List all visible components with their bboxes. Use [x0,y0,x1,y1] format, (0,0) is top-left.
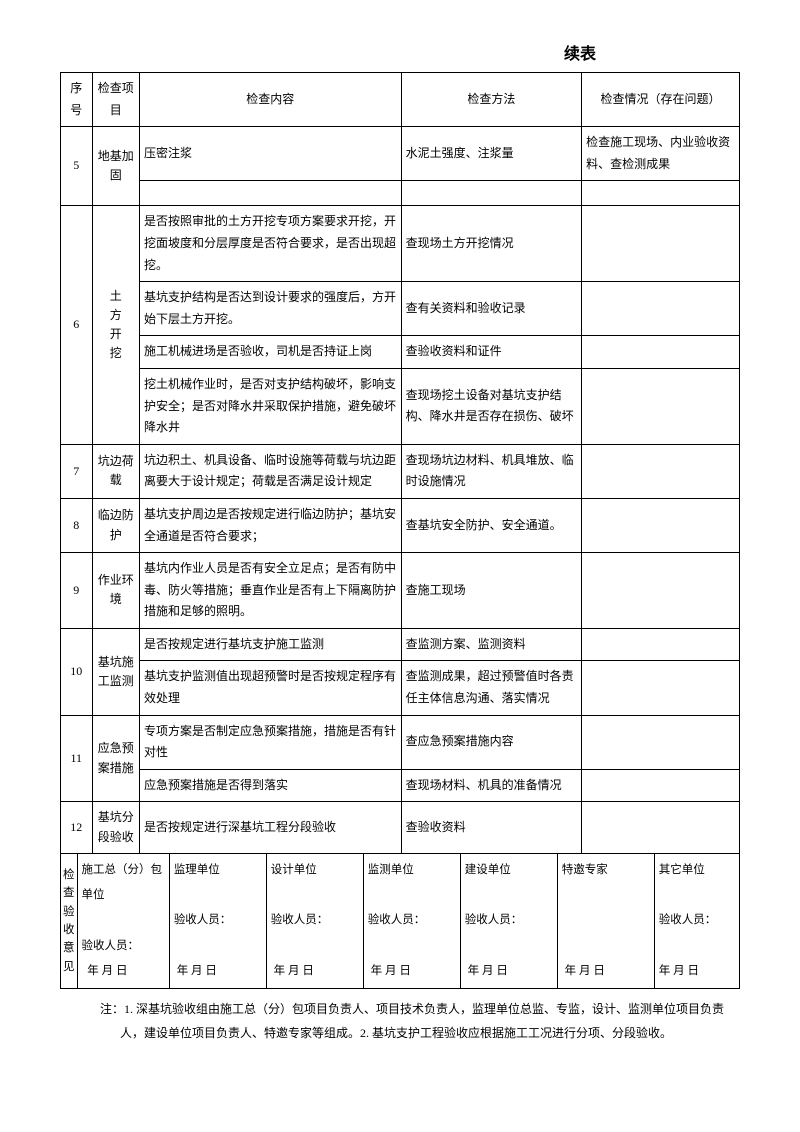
cell-item: 地基加固 [92,127,139,206]
cell-situation [582,553,740,629]
cell-situation [582,715,740,769]
table-row: 6 土方开挖 是否按照审批的土方开挖专项方案要求开挖，开挖面坡度和分层厚度是否符… [61,206,740,282]
cell-method: 查现场材料、机具的准备情况 [401,769,581,802]
cell-content: 坑边积土、机具设备、临时设施等荷载与坑边距离要大于设计规定；荷载是否满足设计规定 [139,444,401,498]
cell-content: 是否按照审批的土方开挖专项方案要求开挖，开挖面坡度和分层厚度是否符合要求，是否出… [139,206,401,282]
cell-content: 挖土机械作业时，是否对支护结构破坏，影响支护安全；是否对降水井采取保护措施，避免… [139,368,401,444]
cell-method: 查验收资料 [401,802,581,853]
cell-seq: 5 [61,127,93,206]
cell-situation: 检查施工现场、内业验收资料、查检测成果 [582,127,740,181]
table-row: 基坑支护结构是否达到设计要求的强度后，方开始下层土方开挖。 查有关资料和验收记录 [61,282,740,336]
cell-method [401,181,581,206]
cell-method: 查基坑安全防护、安全通道。 [401,498,581,552]
cell-item: 基坑分段验收 [92,802,139,853]
cell-seq: 8 [61,498,93,552]
cell-item: 应急预案措施 [92,715,139,802]
cell-seq: 9 [61,553,93,629]
cell-content: 专项方案是否制定应急预案措施，措施是否有针对性 [139,715,401,769]
cell-seq: 6 [61,206,93,444]
sig-other: 其它单位 验收人员： 年 月 日 [654,854,739,989]
table-row: 施工机械进场是否验收，司机是否持证上岗 查验收资料和证件 [61,336,740,369]
cell-method: 查监测成果，超过预警值时各责任主体信息沟通、落实情况 [401,661,581,715]
inspection-table: 序号 检查项目 检查内容 检查方法 检查情况（存在问题） 5 地基加固 压密注浆… [60,72,740,854]
table-row: 应急预案措施是否得到落实 查现场材料、机具的准备情况 [61,769,740,802]
cell-situation [582,336,740,369]
cell-content: 施工机械进场是否验收，司机是否持证上岗 [139,336,401,369]
sig-label: 检查验收意见 [61,854,78,989]
cell-method: 查现场坑边材料、机具堆放、临时设施情况 [401,444,581,498]
table-row: 5 地基加固 压密注浆 水泥土强度、注浆量 检查施工现场、内业验收资料、查检测成… [61,127,740,181]
cell-content: 压密注浆 [139,127,401,181]
table-row [61,181,740,206]
cell-item: 基坑施工监测 [92,628,139,715]
header-seq: 序号 [61,73,93,127]
cell-content: 基坑支护周边是否按规定进行临边防护；基坑安全通道是否符合要求； [139,498,401,552]
table-row: 7 坑边荷载 坑边积土、机具设备、临时设施等荷载与坑边距离要大于设计规定；荷载是… [61,444,740,498]
cell-situation [582,368,740,444]
signature-row: 检查验收意见 施工总（分）包单位 验收人员： 年 月 日 监理单位 验收人员： … [61,854,740,989]
table-row: 11 应急预案措施 专项方案是否制定应急预案措施，措施是否有针对性 查应急预案措… [61,715,740,769]
cell-method: 查现场挖土设备对基坑支护结构、降水井是否存在损伤、破坏 [401,368,581,444]
cell-item: 土方开挖 [92,206,139,444]
cell-content: 应急预案措施是否得到落实 [139,769,401,802]
cell-situation [582,282,740,336]
sig-monitor: 监测单位 验收人员： 年 月 日 [363,854,460,989]
cell-method: 查应急预案措施内容 [401,715,581,769]
table-row: 基坑支护监测值出现超预警时是否按规定程序有效处理 查监测成果，超过预警值时各责任… [61,661,740,715]
cell-method: 水泥土强度、注浆量 [401,127,581,181]
cell-method: 查施工现场 [401,553,581,629]
table-row: 9 作业环境 基坑内作业人员是否有安全立足点；是否有防中毒、防火等措施；垂直作业… [61,553,740,629]
cell-situation [582,444,740,498]
table-header-row: 序号 检查项目 检查内容 检查方法 检查情况（存在问题） [61,73,740,127]
sig-contractor: 施工总（分）包单位 验收人员： 年 月 日 [77,854,169,989]
cell-seq: 12 [61,802,93,853]
sig-expert: 特邀专家 年 月 日 [557,854,654,989]
cell-content: 基坑支护结构是否达到设计要求的强度后，方开始下层土方开挖。 [139,282,401,336]
sig-supervisor: 监理单位 验收人员： 年 月 日 [169,854,266,989]
cell-seq: 11 [61,715,93,802]
cell-content: 是否按规定进行深基坑工程分段验收 [139,802,401,853]
cell-content: 是否按规定进行基坑支护施工监测 [139,628,401,661]
cell-situation [582,802,740,853]
table-title: 续表 [420,40,740,64]
cell-content: 基坑内作业人员是否有安全立足点；是否有防中毒、防火等措施；垂直作业是否有上下隔离… [139,553,401,629]
table-row: 12 基坑分段验收 是否按规定进行深基坑工程分段验收 查验收资料 [61,802,740,853]
header-situation: 检查情况（存在问题） [582,73,740,127]
cell-situation [582,181,740,206]
footnote: 注：1. 深基坑验收组由施工总（分）包项目负责人、项目技术负责人，监理单位总监、… [100,989,740,1045]
cell-situation [582,769,740,802]
cell-method: 查验收资料和证件 [401,336,581,369]
cell-seq: 7 [61,444,93,498]
sig-design: 设计单位 验收人员： 年 月 日 [266,854,363,989]
signature-table: 检查验收意见 施工总（分）包单位 验收人员： 年 月 日 监理单位 验收人员： … [60,854,740,989]
cell-situation [582,628,740,661]
cell-situation [582,206,740,282]
header-method: 检查方法 [401,73,581,127]
cell-item: 作业环境 [92,553,139,629]
header-item: 检查项目 [92,73,139,127]
table-row: 挖土机械作业时，是否对支护结构破坏，影响支护安全；是否对降水井采取保护措施，避免… [61,368,740,444]
cell-item: 坑边荷载 [92,444,139,498]
table-row: 10 基坑施工监测 是否按规定进行基坑支护施工监测 查监测方案、监测资料 [61,628,740,661]
sig-build: 建设单位 验收人员： 年 月 日 [460,854,557,989]
cell-situation [582,661,740,715]
cell-method: 查监测方案、监测资料 [401,628,581,661]
cell-item: 临边防护 [92,498,139,552]
header-content: 检查内容 [139,73,401,127]
cell-content [139,181,401,206]
cell-method: 查有关资料和验收记录 [401,282,581,336]
table-row: 8 临边防护 基坑支护周边是否按规定进行临边防护；基坑安全通道是否符合要求； 查… [61,498,740,552]
cell-method: 查现场土方开挖情况 [401,206,581,282]
cell-seq: 10 [61,628,93,715]
cell-situation [582,498,740,552]
cell-content: 基坑支护监测值出现超预警时是否按规定程序有效处理 [139,661,401,715]
